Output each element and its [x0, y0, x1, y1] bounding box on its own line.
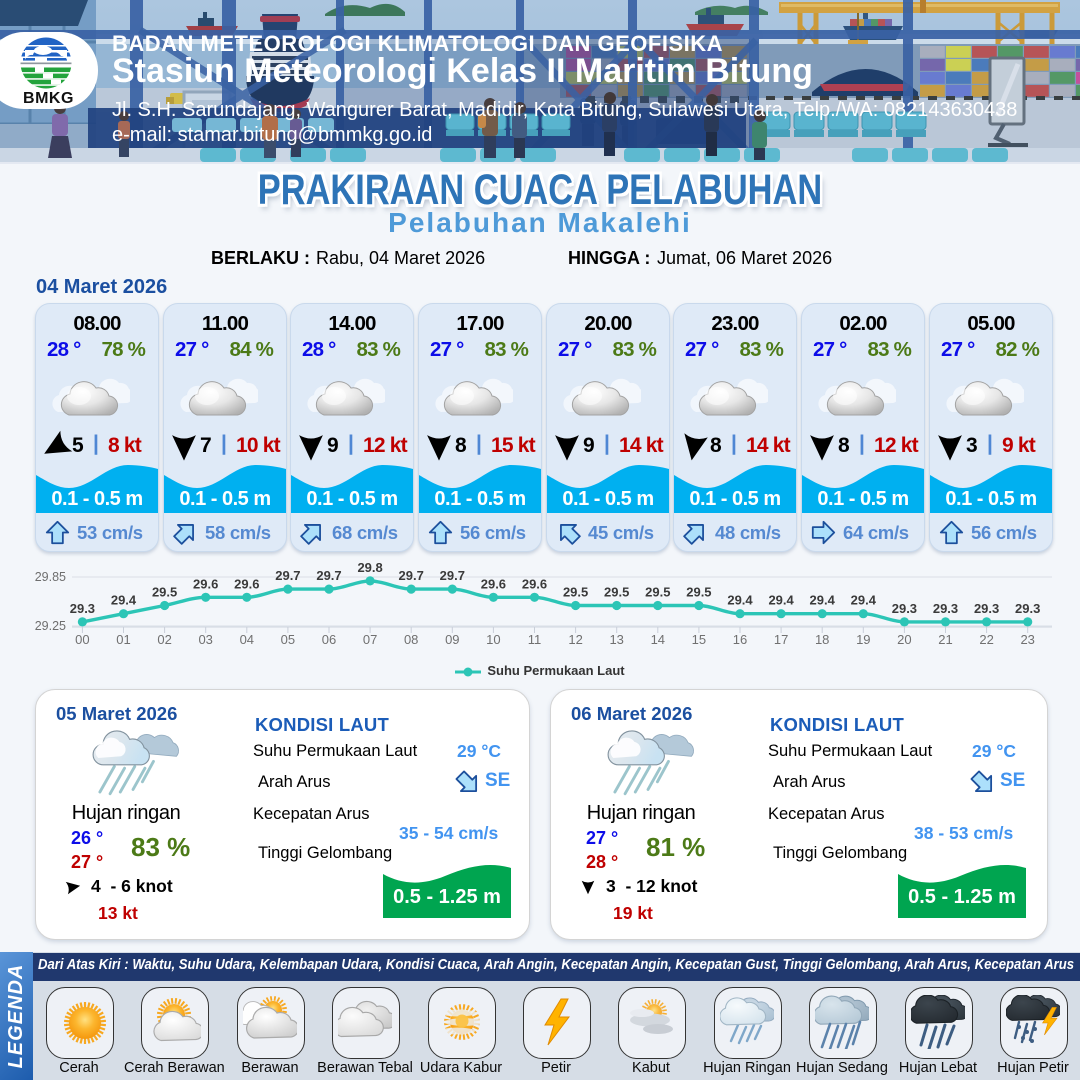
svg-text:11: 11: [528, 632, 542, 647]
svg-text:22: 22: [979, 632, 993, 647]
svg-text:29.5: 29.5: [645, 585, 670, 600]
svg-text:05: 05: [281, 632, 295, 647]
svg-text:29.7: 29.7: [440, 568, 465, 583]
svg-text:29.8: 29.8: [357, 560, 382, 575]
svg-text:29.25: 29.25: [35, 619, 66, 633]
svg-text:14: 14: [651, 632, 665, 647]
svg-text:20: 20: [897, 632, 911, 647]
svg-text:29.6: 29.6: [193, 576, 218, 591]
svg-text:29.5: 29.5: [686, 585, 711, 600]
svg-text:29.3: 29.3: [70, 601, 95, 616]
svg-text:29.7: 29.7: [316, 568, 341, 583]
svg-text:07: 07: [363, 632, 377, 647]
svg-text:13: 13: [609, 632, 623, 647]
svg-text:16: 16: [733, 632, 747, 647]
svg-text:21: 21: [938, 632, 952, 647]
svg-text:04: 04: [240, 632, 254, 647]
svg-text:08: 08: [404, 632, 418, 647]
svg-text:29.3: 29.3: [974, 601, 999, 616]
svg-text:12: 12: [568, 632, 582, 647]
svg-text:17: 17: [774, 632, 788, 647]
svg-text:29.6: 29.6: [481, 576, 506, 591]
svg-text:29.5: 29.5: [152, 585, 177, 600]
svg-text:29.3: 29.3: [892, 601, 917, 616]
svg-text:18: 18: [815, 632, 829, 647]
svg-text:06: 06: [322, 632, 336, 647]
svg-text:29.85: 29.85: [35, 570, 66, 584]
svg-text:02: 02: [157, 632, 171, 647]
svg-text:29.6: 29.6: [522, 576, 547, 591]
svg-text:23: 23: [1020, 632, 1034, 647]
svg-text:29.5: 29.5: [604, 585, 629, 600]
svg-text:29.7: 29.7: [399, 568, 424, 583]
svg-text:29.4: 29.4: [768, 593, 794, 608]
svg-text:29.4: 29.4: [111, 593, 137, 608]
svg-text:19: 19: [856, 632, 870, 647]
svg-text:01: 01: [116, 632, 130, 647]
svg-text:00: 00: [75, 632, 89, 647]
svg-text:29.5: 29.5: [563, 585, 588, 600]
svg-text:29.7: 29.7: [275, 568, 300, 583]
svg-text:29.3: 29.3: [1015, 601, 1040, 616]
svg-text:29.4: 29.4: [727, 593, 753, 608]
svg-text:29.4: 29.4: [851, 593, 877, 608]
svg-text:29.4: 29.4: [810, 593, 836, 608]
svg-text:09: 09: [445, 632, 459, 647]
svg-text:29.6: 29.6: [234, 576, 259, 591]
svg-text:29.3: 29.3: [933, 601, 958, 616]
svg-text:03: 03: [198, 632, 212, 647]
svg-text:15: 15: [692, 632, 706, 647]
svg-text:10: 10: [486, 632, 500, 647]
